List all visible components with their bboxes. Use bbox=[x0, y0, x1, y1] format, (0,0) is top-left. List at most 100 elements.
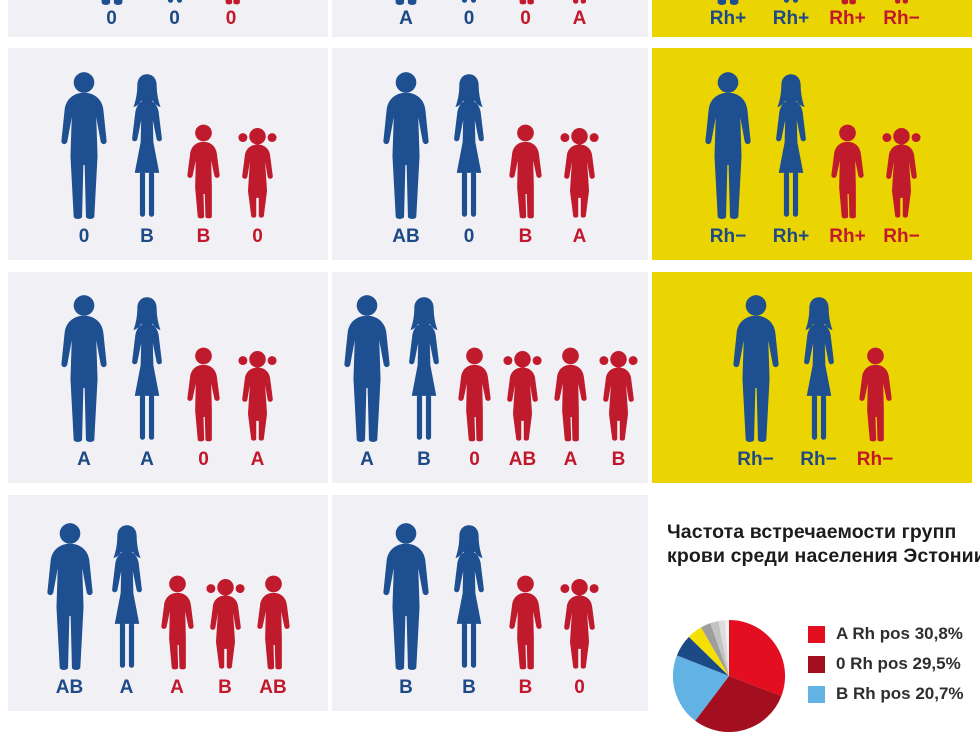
girl-silhouette-icon bbox=[238, 351, 277, 441]
family-member: 0 bbox=[209, 0, 254, 37]
blood-type-label: A bbox=[399, 8, 413, 29]
family-cell-row1-col3-rh: Rh+ Rh+ Rh+ Rh− bbox=[652, 0, 972, 37]
family-cell-row1-col2: A 0 0 A bbox=[332, 0, 648, 37]
blood-type-label: B bbox=[518, 677, 533, 698]
blood-type-label: AB bbox=[259, 677, 287, 698]
pie-legend: A Rh pos 30,8% 0 Rh pos 29,5% B Rh pos 20,… bbox=[808, 619, 964, 709]
boy-silhouette-icon bbox=[160, 575, 194, 670]
blood-type-label: 0 bbox=[169, 8, 180, 29]
legend-item: 0 Rh pos 29,5% bbox=[808, 649, 964, 679]
family-member: A bbox=[377, 0, 435, 37]
blood-type-label: A bbox=[250, 449, 265, 470]
blood-type-label: B bbox=[417, 449, 431, 470]
family-member: Rh− bbox=[878, 0, 925, 37]
blood-type-label: 0 bbox=[225, 8, 237, 29]
pie-slice bbox=[710, 620, 729, 676]
woman-silhouette-icon bbox=[111, 525, 142, 668]
boy-silhouette-icon bbox=[256, 575, 290, 670]
blood-type-label: B bbox=[218, 677, 232, 698]
blood-type-label: A bbox=[140, 449, 154, 470]
legend-label: A Rh pos 30,8% bbox=[836, 624, 963, 643]
family-member: 0 bbox=[443, 73, 495, 260]
woman-silhouette-icon bbox=[776, 74, 806, 217]
blood-type-label: A bbox=[563, 449, 578, 470]
blood-type-label: A bbox=[119, 677, 134, 698]
boy-silhouette-icon bbox=[224, 0, 240, 5]
blood-type-label: 0 bbox=[463, 8, 475, 29]
family-cell-row4-col1: AB A A B AB bbox=[8, 495, 328, 711]
legend-label: B Rh pos 20,7% bbox=[836, 684, 964, 703]
family-member: A bbox=[556, 0, 603, 37]
woman-silhouette-icon bbox=[167, 0, 182, 3]
legend-swatch bbox=[808, 685, 825, 703]
blood-type-label: A bbox=[360, 449, 374, 470]
boy-silhouette-icon bbox=[509, 124, 542, 219]
boy-silhouette-icon bbox=[519, 0, 534, 5]
pie-title-line2: крови среди населения Эстонии bbox=[667, 544, 980, 567]
blood-type-label: 0 bbox=[252, 226, 263, 247]
man-silhouette-icon bbox=[395, 0, 417, 5]
family-member: 0 bbox=[55, 70, 113, 260]
blood-type-label: B bbox=[399, 677, 413, 698]
legend-swatch bbox=[808, 625, 825, 643]
pie-slice bbox=[701, 623, 729, 676]
family-member: 0 bbox=[181, 346, 226, 483]
family-member: Rh− bbox=[793, 296, 845, 483]
girl-silhouette-icon bbox=[560, 128, 599, 218]
family-cell-row4-col2: B B B 0 bbox=[332, 495, 648, 711]
blood-type-label: B bbox=[462, 677, 476, 698]
blood-type-label: A bbox=[572, 8, 587, 29]
blood-type-label: AB bbox=[508, 449, 537, 470]
man-silhouette-icon bbox=[101, 0, 122, 5]
blood-type-label: 0 bbox=[574, 677, 585, 698]
boy-silhouette-icon bbox=[841, 0, 856, 5]
family-member: 0 bbox=[443, 0, 495, 37]
family-member: 0 bbox=[83, 0, 141, 37]
family-member: Rh− bbox=[727, 293, 785, 483]
man-silhouette-icon bbox=[344, 295, 390, 442]
blood-type-label: B bbox=[518, 226, 533, 247]
woman-silhouette-icon bbox=[461, 0, 477, 3]
boy-silhouette-icon bbox=[554, 347, 587, 442]
blood-type-label: 0 bbox=[106, 8, 117, 29]
family-member: B bbox=[503, 574, 548, 711]
family-member: B bbox=[595, 348, 642, 483]
frequency-panel: Частота встречаемости групп крови среди … bbox=[652, 495, 980, 733]
girl-silhouette-icon bbox=[572, 0, 587, 4]
pie-slice bbox=[718, 620, 729, 676]
family-cell-row3-col3-rh: Rh− Rh− Rh− bbox=[652, 272, 972, 483]
girl-silhouette-icon bbox=[894, 0, 909, 4]
family-member: 0 bbox=[556, 576, 603, 711]
boy-silhouette-icon bbox=[858, 347, 892, 442]
girl-silhouette-icon bbox=[238, 128, 277, 218]
blood-type-label: 0 bbox=[198, 449, 209, 470]
blood-type-label: Rh+ bbox=[829, 8, 866, 29]
boy-silhouette-icon bbox=[509, 575, 542, 670]
man-silhouette-icon bbox=[717, 0, 739, 5]
woman-silhouette-icon bbox=[803, 297, 834, 440]
blood-type-label: Rh+ bbox=[772, 8, 810, 29]
family-cell-row2-col2: AB 0 B A bbox=[332, 48, 648, 260]
man-silhouette-icon bbox=[383, 523, 429, 670]
pie-chart-title: Частота встречаемости групп крови среди … bbox=[667, 521, 980, 568]
family-member: B bbox=[503, 123, 548, 260]
family-member: A bbox=[234, 348, 281, 483]
boy-silhouette-icon bbox=[831, 124, 864, 219]
family-member: A bbox=[556, 125, 603, 260]
family-member: B bbox=[202, 576, 249, 711]
man-silhouette-icon bbox=[61, 295, 107, 442]
blood-type-label: AB bbox=[55, 677, 84, 698]
blood-type-label: 0 bbox=[78, 226, 90, 247]
blood-type-label: 0 bbox=[463, 226, 475, 247]
family-member: A bbox=[338, 293, 396, 483]
family-member: 0 bbox=[503, 0, 548, 37]
blood-type-label: 0 bbox=[520, 8, 531, 29]
family-member: Rh− bbox=[878, 125, 925, 260]
man-silhouette-icon bbox=[732, 295, 779, 442]
family-member: 0 bbox=[149, 0, 201, 37]
family-member: 0 bbox=[452, 346, 497, 483]
family-member: AB bbox=[251, 574, 296, 711]
family-member: A bbox=[548, 346, 593, 483]
family-member: AB bbox=[499, 348, 546, 483]
